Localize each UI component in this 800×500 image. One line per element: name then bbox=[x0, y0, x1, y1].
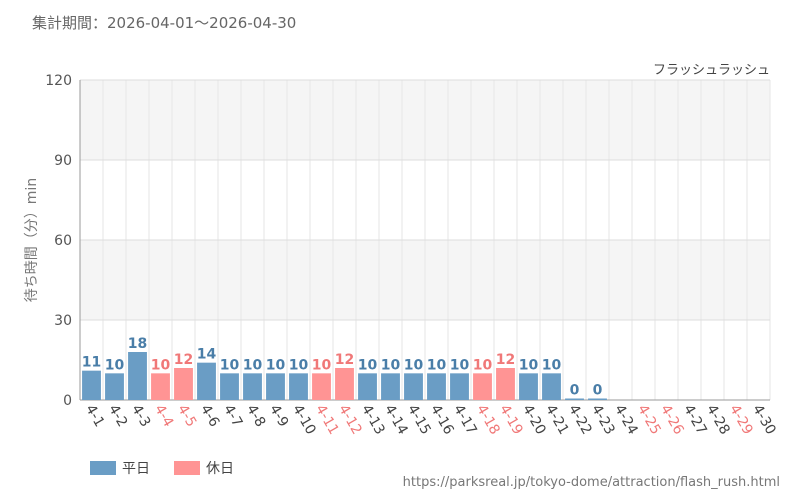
data-label: 12 bbox=[174, 352, 193, 368]
legend: 平日 休日 bbox=[90, 458, 234, 478]
bar bbox=[128, 352, 147, 400]
bar bbox=[381, 373, 400, 400]
y-tick-label: 120 bbox=[45, 73, 72, 89]
x-tick-label: 4-30 bbox=[749, 402, 779, 438]
bar bbox=[105, 373, 124, 400]
data-label: 12 bbox=[335, 352, 354, 368]
x-tick-label: 4-11 bbox=[312, 402, 342, 438]
x-tick-label: 4-16 bbox=[427, 402, 457, 438]
x-tick-label: 4-12 bbox=[335, 402, 365, 438]
period-label: 集計期間：2026-04-01～2026-04-30 bbox=[32, 14, 297, 32]
x-tick-label: 4-9 bbox=[266, 402, 291, 430]
bar bbox=[473, 373, 492, 400]
legend-label-weekday: 平日 bbox=[122, 461, 150, 477]
x-tick-label: 4-2 bbox=[105, 402, 130, 430]
bar bbox=[450, 373, 469, 400]
bar bbox=[197, 362, 216, 400]
legend-swatch-holiday bbox=[174, 461, 200, 475]
legend-item-holiday[interactable]: 休日 bbox=[174, 458, 234, 478]
data-label: 10 bbox=[105, 357, 125, 373]
legend-swatch-weekday bbox=[90, 461, 116, 475]
data-label: 12 bbox=[496, 352, 515, 368]
data-label: 10 bbox=[220, 357, 240, 373]
source-url: https://parksreal.jp/tokyo-dome/attracti… bbox=[402, 475, 780, 490]
x-tick-label: 4-5 bbox=[174, 402, 199, 430]
bar bbox=[266, 373, 285, 400]
y-tick-label: 0 bbox=[63, 393, 72, 409]
y-tick-label: 60 bbox=[54, 233, 72, 249]
bar bbox=[312, 373, 331, 400]
x-tick-label: 4-25 bbox=[634, 402, 664, 438]
x-tick-label: 4-29 bbox=[726, 402, 756, 438]
bar bbox=[289, 373, 308, 400]
x-tick-label: 4-22 bbox=[565, 402, 595, 438]
x-tick-label: 4-4 bbox=[151, 402, 176, 430]
bar bbox=[519, 373, 538, 400]
y-axis-label: 待ち時間（分）min bbox=[24, 178, 40, 302]
bar bbox=[565, 398, 584, 400]
x-tick-label: 4-24 bbox=[611, 402, 641, 438]
data-label: 10 bbox=[312, 357, 332, 373]
x-tick-label: 4-1 bbox=[82, 402, 107, 430]
bar bbox=[404, 373, 423, 400]
data-label: 10 bbox=[289, 357, 309, 373]
bar bbox=[220, 373, 239, 400]
legend-label-holiday: 休日 bbox=[206, 461, 234, 477]
x-tick-label: 4-21 bbox=[542, 402, 572, 438]
x-tick-label: 4-8 bbox=[243, 402, 268, 430]
x-tick-label: 4-20 bbox=[519, 402, 549, 438]
x-tick-label: 4-6 bbox=[197, 402, 222, 430]
x-tick-label: 4-14 bbox=[381, 402, 411, 438]
data-label: 10 bbox=[358, 357, 378, 373]
data-label: 10 bbox=[519, 357, 539, 373]
data-label: 10 bbox=[243, 357, 263, 373]
x-tick-label: 4-27 bbox=[680, 402, 710, 438]
data-label: 14 bbox=[197, 347, 217, 363]
data-label: 11 bbox=[82, 355, 101, 371]
x-tick-label: 4-26 bbox=[657, 402, 687, 438]
x-tick-label: 4-28 bbox=[703, 402, 733, 438]
legend-item-weekday[interactable]: 平日 bbox=[90, 458, 150, 478]
data-label: 10 bbox=[473, 357, 493, 373]
bar bbox=[358, 373, 377, 400]
y-tick-label: 30 bbox=[54, 313, 72, 329]
x-tick-label: 4-17 bbox=[450, 402, 480, 438]
bar bbox=[588, 398, 607, 400]
data-label: 18 bbox=[128, 336, 147, 352]
bar bbox=[151, 373, 170, 400]
x-tick-label: 4-7 bbox=[220, 402, 245, 430]
data-label: 10 bbox=[427, 357, 447, 373]
bar bbox=[82, 370, 101, 400]
bar bbox=[174, 368, 193, 400]
data-label: 0 bbox=[570, 383, 580, 399]
data-label: 10 bbox=[542, 357, 562, 373]
x-tick-label: 4-3 bbox=[128, 402, 153, 430]
bar bbox=[496, 368, 515, 400]
data-label: 10 bbox=[404, 357, 424, 373]
data-label: 10 bbox=[381, 357, 401, 373]
data-label: 10 bbox=[450, 357, 470, 373]
x-tick-label: 4-10 bbox=[289, 402, 319, 438]
bar bbox=[335, 368, 354, 400]
x-tick-label: 4-23 bbox=[588, 402, 618, 438]
x-tick-label: 4-13 bbox=[358, 402, 388, 438]
y-tick-label: 90 bbox=[54, 153, 72, 169]
bar bbox=[542, 373, 561, 400]
x-tick-label: 4-19 bbox=[496, 402, 526, 438]
data-label: 10 bbox=[151, 357, 171, 373]
data-label: 0 bbox=[593, 383, 603, 399]
bar bbox=[243, 373, 262, 400]
chart-title: フラッシュラッシュ bbox=[653, 63, 770, 78]
x-tick-label: 4-18 bbox=[473, 402, 503, 438]
data-label: 10 bbox=[266, 357, 286, 373]
x-tick-label: 4-15 bbox=[404, 402, 434, 438]
bar bbox=[427, 373, 446, 400]
